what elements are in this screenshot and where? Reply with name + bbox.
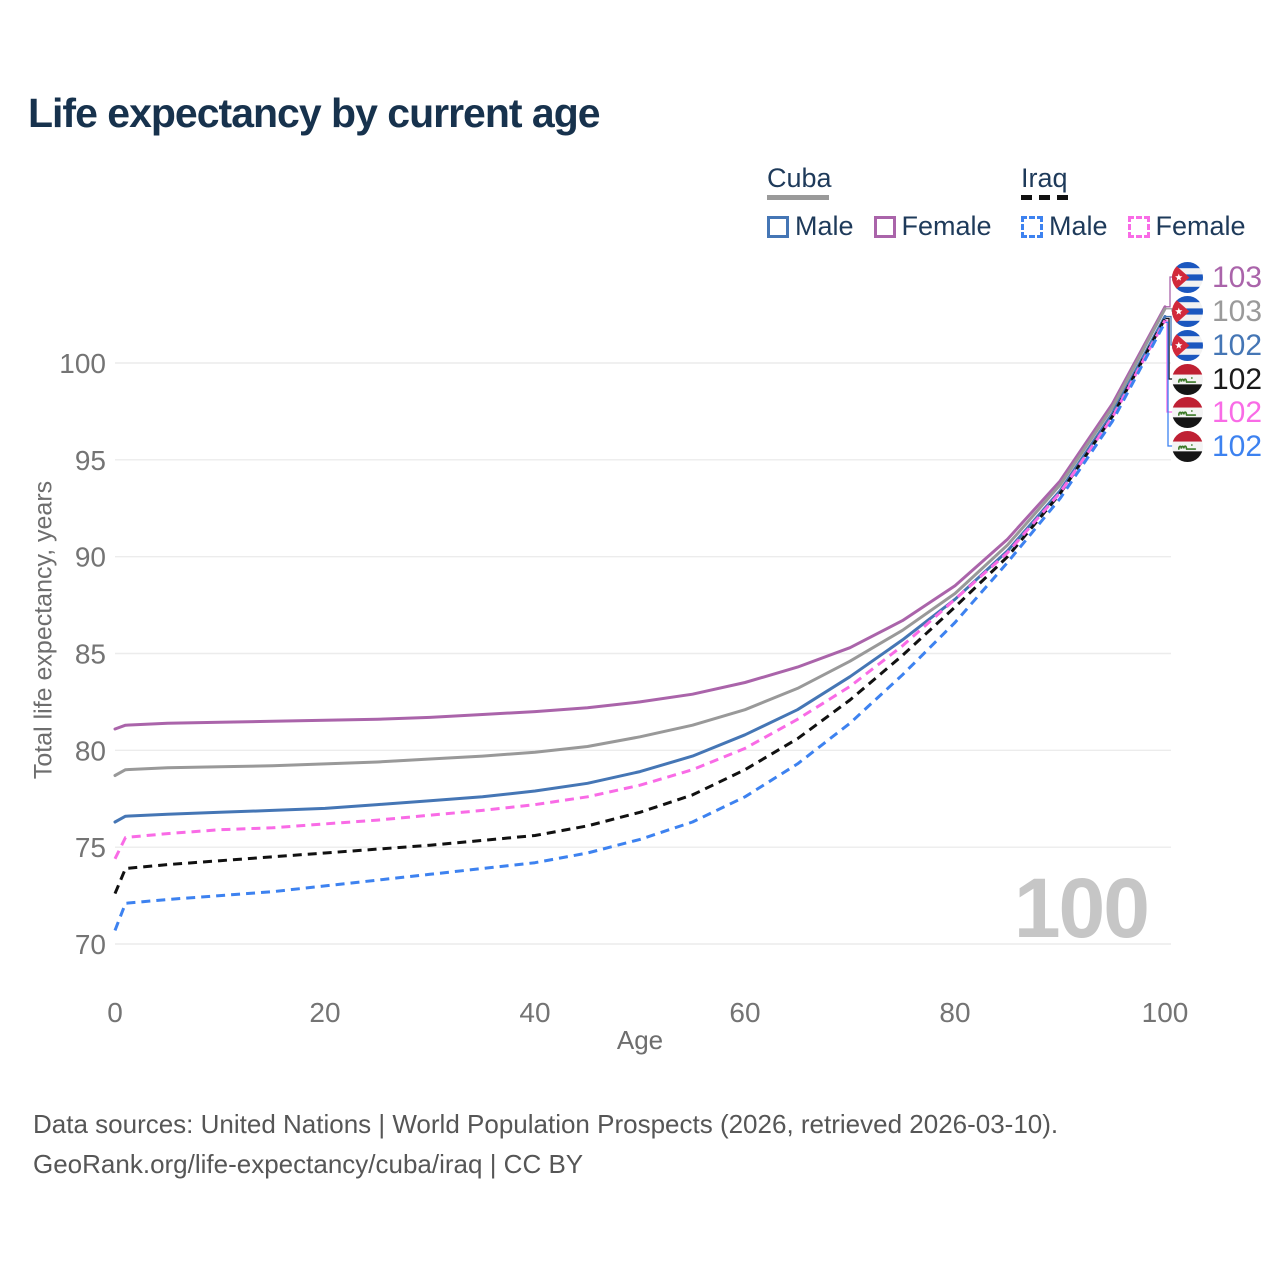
end-label-cuba-female: 103 xyxy=(1172,260,1262,294)
iraq-flag-icon xyxy=(1172,363,1203,395)
legend-country-iraq-label: Iraq xyxy=(1021,163,1068,193)
x-axis-title: Age xyxy=(616,1025,664,1055)
y-tick-label: 85 xyxy=(75,638,106,669)
x-tick-label: 0 xyxy=(107,997,123,1028)
y-tick-label: 80 xyxy=(75,735,106,766)
y-tick-label: 70 xyxy=(75,929,106,960)
y-tick-label: 100 xyxy=(59,348,106,379)
x-tick-label: 80 xyxy=(939,997,970,1028)
legend-cuba-line-sample xyxy=(767,195,829,200)
legend-country-cuba-label: Cuba xyxy=(767,163,832,193)
end-value: 102 xyxy=(1212,429,1263,463)
footer: Data sources: United Nations | World Pop… xyxy=(33,1104,1058,1184)
y-tick-label: 75 xyxy=(75,832,106,863)
end-value: 103 xyxy=(1212,260,1263,294)
end-label-iraq-male: 102 xyxy=(1172,429,1262,463)
end-value: 102 xyxy=(1212,395,1263,429)
legend-swatch-cuba-female xyxy=(873,215,896,238)
legend-label-iraq-female: Female xyxy=(1155,211,1246,241)
leader-line xyxy=(1165,319,1176,413)
y-tick-label: 90 xyxy=(75,542,106,573)
end-value: 102 xyxy=(1212,328,1263,362)
cuba-flag-icon xyxy=(1172,329,1203,361)
end-label-cuba-male: 102 xyxy=(1172,328,1262,362)
end-label-cuba-all: 103 xyxy=(1172,294,1262,328)
cuba-flag-icon xyxy=(1172,261,1203,293)
end-label-iraq-female: 102 xyxy=(1172,395,1262,429)
y-tick-label: 95 xyxy=(75,445,106,476)
x-tick-label: 60 xyxy=(729,997,760,1028)
series-line-cuba-female xyxy=(113,305,1167,731)
iraq-flag-icon xyxy=(1172,396,1203,428)
y-axis-title: Total life expectancy, years xyxy=(29,480,58,780)
legend-iraq-line-sample xyxy=(1021,195,1073,200)
end-value: 103 xyxy=(1212,294,1263,328)
legend-swatch-iraq-female xyxy=(1127,215,1150,238)
series-line-cuba-male xyxy=(113,315,1167,824)
x-tick-label: 100 xyxy=(1142,997,1189,1028)
x-tick-label: 40 xyxy=(519,997,550,1028)
page-title: Life expectancy by current age xyxy=(28,90,601,136)
iraq-flag-icon xyxy=(1172,430,1203,462)
legend-label-iraq-male: Male xyxy=(1049,211,1108,241)
cuba-flag-icon xyxy=(1172,295,1203,327)
series-line-iraq-male xyxy=(113,321,1167,931)
legend-label-cuba-male: Male xyxy=(795,211,854,241)
end-value: 102 xyxy=(1212,362,1263,396)
legend-group-cuba: Cuba Male Female xyxy=(767,163,1012,242)
x-tick-label: 20 xyxy=(309,997,340,1028)
attribution-line: GeoRank.org/life-expectancy/cuba/iraq | … xyxy=(33,1149,584,1179)
end-label-iraq-all: 102 xyxy=(1172,362,1262,396)
legend-group-iraq: Iraq Male Female xyxy=(1021,163,1266,242)
legend-label-cuba-female: Female xyxy=(901,211,992,241)
legend-swatch-iraq-male xyxy=(1021,215,1043,238)
series-line-iraq-both-sexes xyxy=(113,317,1167,895)
series-line-iraq-female xyxy=(113,319,1167,860)
data-source-line: Data sources: United Nations | World Pop… xyxy=(33,1109,1059,1139)
legend-swatch-cuba-male xyxy=(767,215,789,238)
series-line-cuba-both-sexes xyxy=(113,307,1167,777)
hover-age-indicator: 100 xyxy=(1013,861,1150,955)
